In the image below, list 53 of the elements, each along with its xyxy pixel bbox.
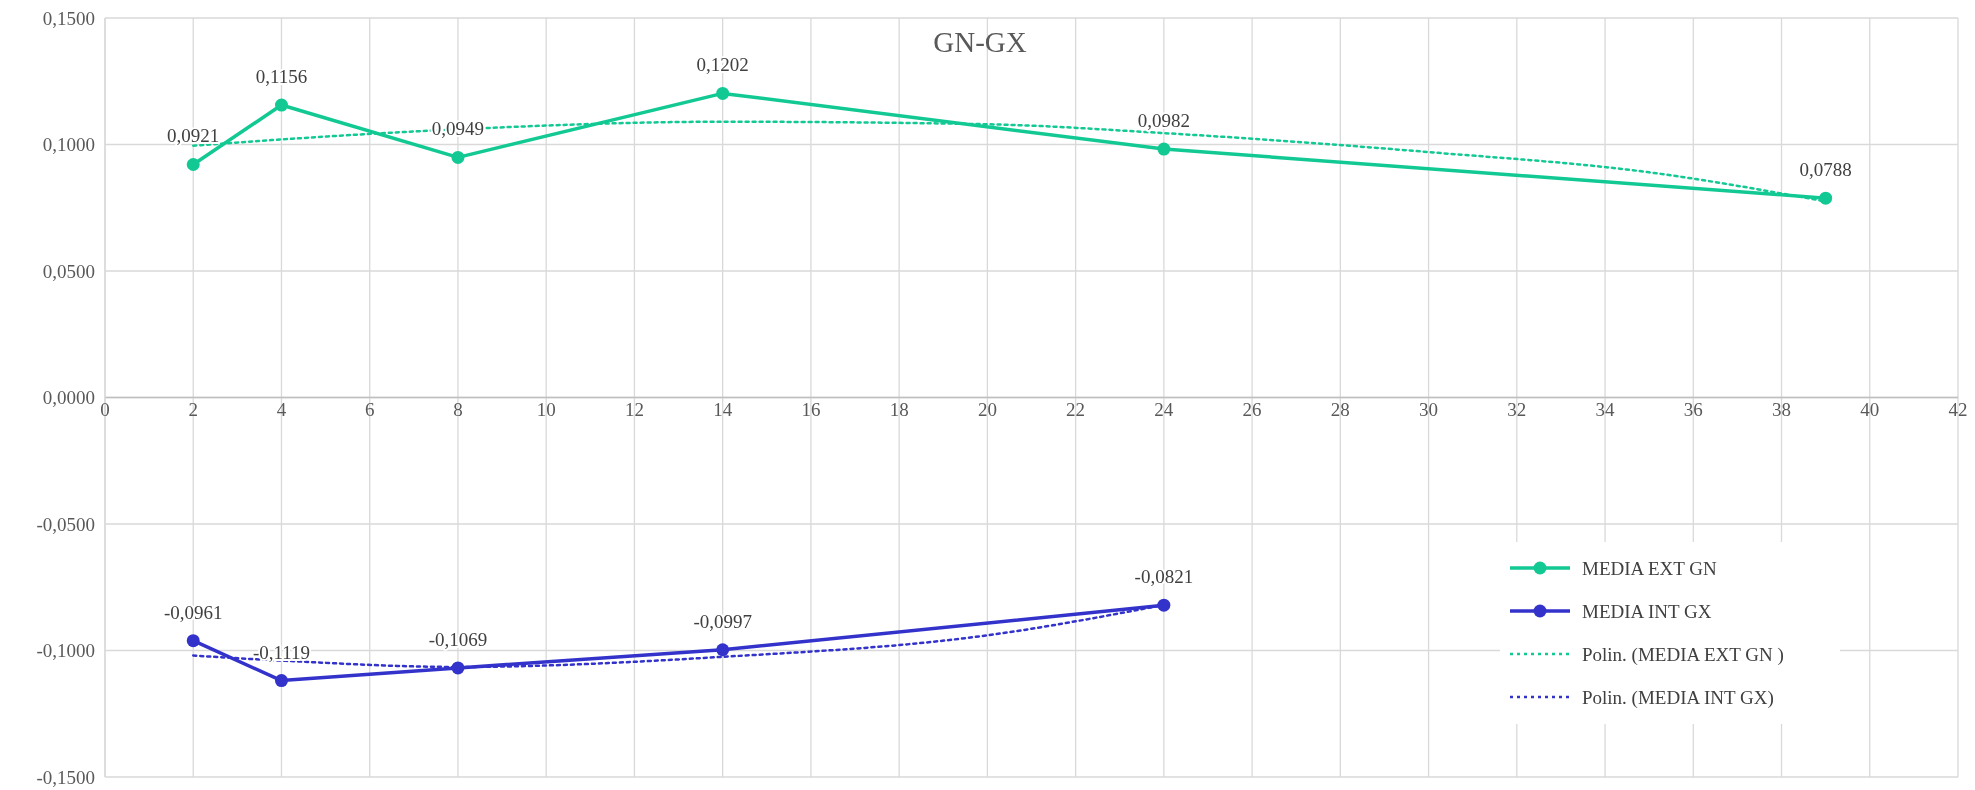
x-tick-label: 16 <box>801 399 821 421</box>
x-tick-label: 10 <box>536 399 556 421</box>
y-tick-label: 0,1000 <box>42 134 95 155</box>
x-tick-label: 42 <box>1948 399 1968 421</box>
x-tick-label: 40 <box>1860 399 1880 421</box>
x-tick-label: 36 <box>1683 399 1703 421</box>
x-tick-label: 38 <box>1772 399 1792 421</box>
data-label: 0,0788 <box>1799 159 1852 181</box>
x-tick-label: 22 <box>1066 399 1086 421</box>
point <box>716 643 730 657</box>
point <box>186 157 200 171</box>
data-label: -0,1069 <box>428 628 488 650</box>
y-tick-label: 0,1500 <box>42 7 95 29</box>
point <box>274 98 288 112</box>
legend-label: MEDIA EXT GN <box>1582 557 1718 579</box>
data-label: -0,0997 <box>693 610 752 632</box>
x-tick-label: 4 <box>276 399 287 421</box>
y-tick-label: -0,1000 <box>36 640 95 661</box>
x-tick-label: 8 <box>453 399 463 421</box>
x-tick-label: 30 <box>1419 399 1439 421</box>
chart-title: GN-GX <box>933 26 1027 58</box>
x-tick-label: 14 <box>713 399 733 421</box>
legend-label: MEDIA INT GX <box>1582 600 1712 622</box>
x-tick-label: 28 <box>1330 399 1350 421</box>
point <box>716 86 730 100</box>
legend-label: Polin. (MEDIA EXT GN ) <box>1582 643 1784 666</box>
x-tick-label: 18 <box>889 399 909 421</box>
x-tick-label: 32 <box>1507 399 1527 421</box>
point <box>186 634 200 648</box>
data-label: -0,1119 <box>252 641 311 663</box>
x-tick-label: 2 <box>188 399 198 421</box>
point <box>1819 191 1833 205</box>
x-tick-label: 24 <box>1154 399 1174 421</box>
data-label: 0,0921 <box>167 125 220 147</box>
x-tick-label: 0 <box>100 399 110 421</box>
data-label: -0,0961 <box>163 601 223 623</box>
x-tick-label: 34 <box>1595 399 1616 421</box>
data-label: 0,1202 <box>696 54 749 76</box>
x-tick-label: 12 <box>624 399 644 421</box>
y-tick-label: 0,0500 <box>42 260 95 282</box>
x-tick-label: 26 <box>1242 399 1262 421</box>
data-label: 0,0982 <box>1137 110 1190 132</box>
y-tick-label: -0,1500 <box>36 766 95 788</box>
x-tick-label: 20 <box>977 399 997 421</box>
x-tick-label: 6 <box>364 399 375 421</box>
y-tick-label: -0,0500 <box>36 513 95 535</box>
data-label: 0,1156 <box>255 66 308 88</box>
legend-label: Polin. (MEDIA INT GX) <box>1582 686 1774 709</box>
point <box>274 674 288 688</box>
y-tick-label: 0,0000 <box>42 387 95 408</box>
point <box>451 150 465 164</box>
point <box>1157 142 1171 156</box>
data-label: -0,0821 <box>1134 566 1194 588</box>
